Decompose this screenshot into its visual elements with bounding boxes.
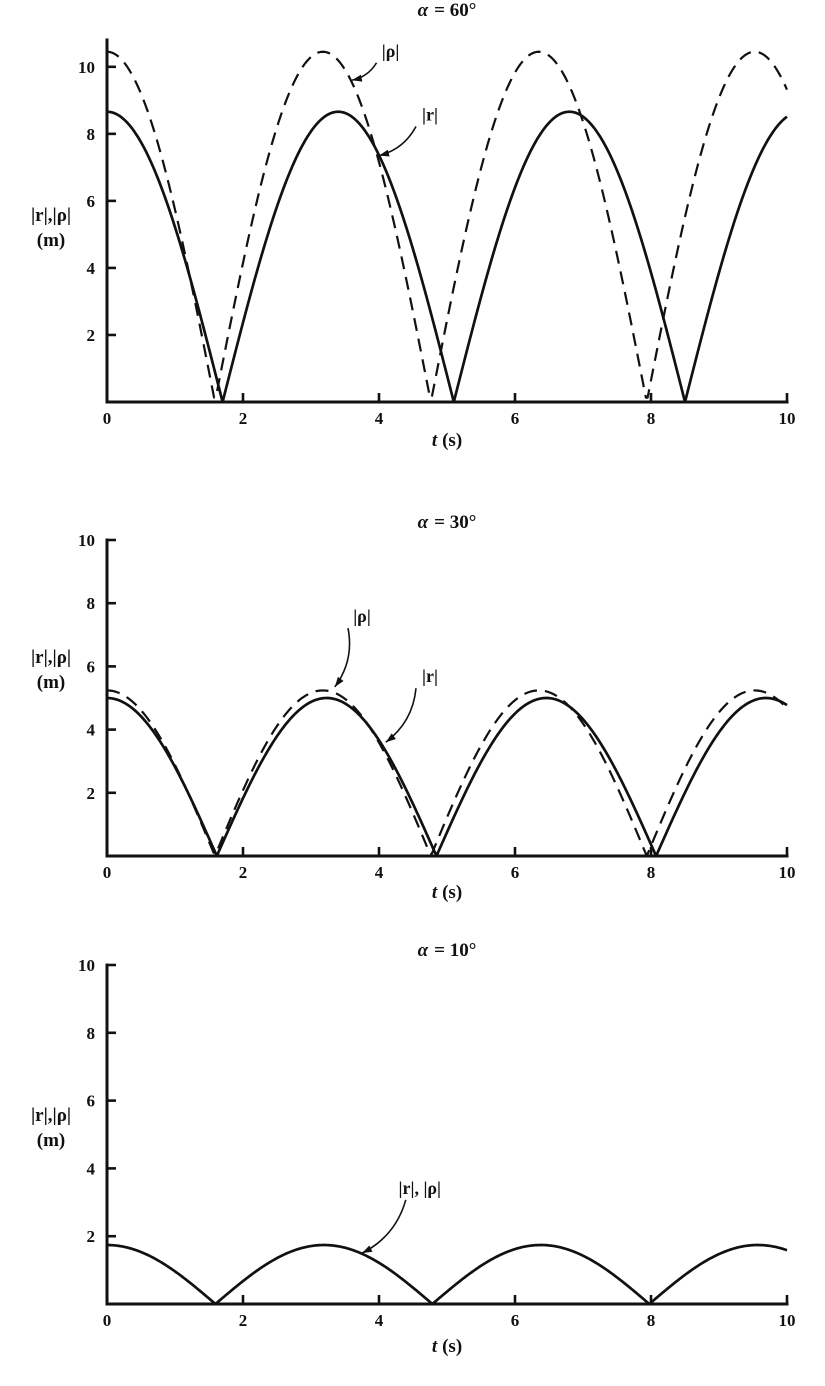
x-tick-label: 4 (375, 1311, 384, 1330)
y-axis-label: |r|,|ρ| (m) (0, 645, 102, 695)
curve-label: |ρ| (353, 606, 371, 626)
y-axis-label-symbols: |r|,|ρ| (30, 1105, 72, 1126)
x-axis-label: t (s) (107, 430, 787, 452)
x-tick-label: 6 (511, 863, 520, 882)
alpha-symbol: α (417, 512, 429, 533)
x-axis-label: t (s) (107, 882, 787, 904)
curve-label: |ρ| (382, 41, 400, 61)
arrowhead-icon (379, 149, 390, 157)
x-axis-variable: t (431, 430, 438, 451)
y-axis-label-units: (m) (36, 672, 66, 693)
y-tick-label: 4 (87, 721, 96, 740)
y-tick-label: 8 (87, 594, 96, 613)
x-axis-label: t (s) (107, 1336, 787, 1358)
x-tick-label: 0 (103, 409, 112, 428)
y-tick-label: 10 (78, 58, 95, 77)
y-tick-label: 10 (78, 956, 95, 975)
annotation-arrow (361, 1199, 407, 1254)
axes (105, 38, 789, 404)
y-tick-label: 2 (87, 326, 96, 345)
arrowhead-icon (362, 1245, 373, 1254)
y-tick-label: 10 (78, 531, 95, 550)
x-tick-label: 0 (103, 863, 112, 882)
curve-rho-dashed (106, 689, 788, 856)
curve-label: |r| (422, 666, 438, 686)
annotation-arrow (385, 688, 417, 743)
chart-title: α = 60° (107, 0, 787, 22)
x-axis-variable: t (431, 882, 438, 903)
chart-title: α = 30° (107, 512, 787, 534)
y-tick-label: 6 (87, 1092, 96, 1111)
y-tick-label: 8 (87, 1024, 96, 1043)
chart-alpha-10: 0 2 4 6 8 10 2 4 6 8 10 |r|, |ρ| α = 10° |r|,|ρ| (m)… (0, 920, 825, 1386)
y-tick-label: 6 (87, 657, 96, 676)
arrowhead-icon (351, 74, 363, 82)
x-tick-label: 2 (239, 1311, 248, 1330)
y-axis-label-symbols: |r|,|ρ| (30, 205, 72, 226)
title-value: = 10° (434, 940, 477, 961)
arrowhead-icon (385, 733, 396, 743)
curve-label: |r|, |ρ| (399, 1178, 441, 1198)
x-tick-label: 10 (779, 1311, 796, 1330)
curve-label: |r| (422, 104, 438, 124)
y-tick-label: 2 (87, 784, 96, 803)
chart-alpha-30: 0 2 4 6 8 10 2 4 6 8 10 |ρ| |r| α = 30° |r|,|ρ| (m) t… (0, 460, 825, 920)
alpha-symbol: α (417, 0, 429, 21)
x-tick-label: 2 (239, 863, 248, 882)
y-axis-label-units: (m) (36, 1130, 66, 1151)
chart-canvas-alpha-30: 0 2 4 6 8 10 2 4 6 8 10 |ρ| |r| (78, 531, 796, 882)
y-axis-label-units: (m) (36, 230, 66, 251)
chart-canvas-alpha-10: 0 2 4 6 8 10 2 4 6 8 10 |r|, |ρ| (78, 956, 796, 1330)
alpha-symbol: α (417, 940, 429, 961)
y-axis-label: |r|,|ρ| (m) (0, 203, 102, 253)
x-axis-units: (s) (442, 430, 463, 451)
title-value: = 30° (434, 512, 477, 533)
curve-rho-dashed (106, 50, 789, 399)
x-axis-variable: t (431, 1336, 438, 1357)
chart-title: α = 10° (107, 940, 787, 962)
x-axis-units: (s) (442, 882, 463, 903)
curve-r-solid (106, 696, 788, 858)
x-tick-label: 4 (375, 863, 384, 882)
chart-canvas-alpha-60: 0 2 4 6 8 10 2 4 6 8 10 |ρ| |r| (78, 38, 796, 428)
chart-alpha-60: 0 2 4 6 8 10 2 4 6 8 10 |ρ| |r| α = 60° |r|,|ρ| (m) t… (0, 0, 825, 460)
axes (105, 963, 789, 1306)
curve-r-solid (106, 1243, 788, 1306)
y-axis-label-symbols: |r|,|ρ| (30, 647, 72, 668)
y-tick-label: 8 (87, 125, 96, 144)
annotation-arrow (351, 62, 378, 82)
x-tick-label: 10 (779, 863, 796, 882)
arrowhead-icon (334, 676, 344, 687)
y-axis-label: |r|,|ρ| (m) (0, 1103, 102, 1153)
x-tick-label: 4 (375, 409, 384, 428)
annotation-arrow (334, 628, 351, 688)
title-value: = 60° (434, 0, 477, 21)
x-tick-label: 8 (647, 409, 656, 428)
x-tick-label: 2 (239, 409, 248, 428)
x-tick-label: 8 (647, 1311, 656, 1330)
x-axis-units: (s) (442, 1336, 463, 1357)
y-tick-label: 4 (87, 259, 96, 278)
x-tick-label: 6 (511, 409, 520, 428)
y-tick-label: 2 (87, 1227, 96, 1246)
x-tick-label: 10 (779, 409, 796, 428)
annotation-arrow (378, 126, 417, 157)
x-tick-label: 8 (647, 863, 656, 882)
y-tick-label: 6 (87, 192, 96, 211)
axes (105, 538, 789, 858)
x-tick-label: 0 (103, 1311, 112, 1330)
y-tick-label: 4 (87, 1159, 96, 1178)
curve-r-solid (106, 110, 788, 404)
x-tick-label: 6 (511, 1311, 520, 1330)
